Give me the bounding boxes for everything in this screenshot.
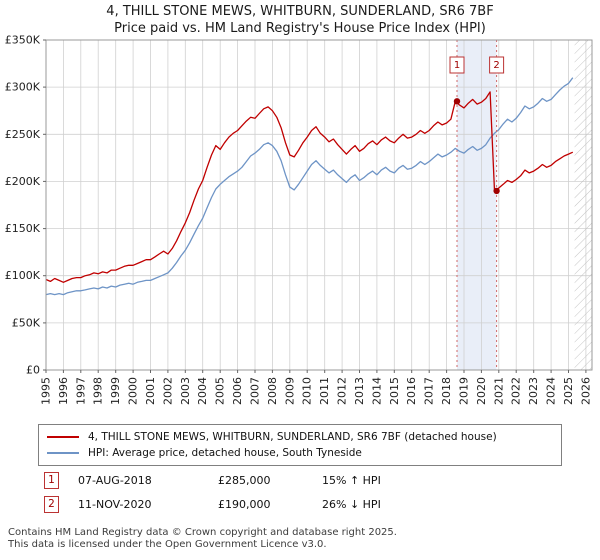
chart-title: 4, THILL STONE MEWS, WHITBURN, SUNDERLAN…	[106, 4, 494, 19]
between-sales-band	[457, 40, 497, 370]
y-tick-label: £100K	[5, 269, 41, 282]
chart-legend: 4, THILL STONE MEWS, WHITBURN, SUNDERLAN…	[38, 424, 562, 466]
x-tick-label: 2010	[301, 377, 314, 405]
sale-annotation-2: 2 11-NOV-2020 £190,000 26% ↓ HPI	[44, 495, 574, 513]
y-tick-label: £0	[26, 364, 40, 377]
sale-annotation-1: 1 07-AUG-2018 £285,000 15% ↑ HPI	[44, 471, 574, 489]
y-tick-label: £50K	[12, 316, 41, 329]
sale-1-number-badge: 1	[44, 471, 59, 489]
x-tick-label: 1996	[57, 377, 70, 405]
property-line-swatch	[47, 436, 79, 438]
sale-marker-1	[453, 98, 461, 105]
x-tick-label: 2017	[423, 377, 436, 405]
chart-subtitle: Price paid vs. HM Land Registry's House …	[114, 21, 486, 36]
sale-2-price: £190,000	[218, 497, 271, 511]
sale-1-date: 07-AUG-2018	[78, 473, 152, 487]
x-tick-label: 2001	[144, 377, 157, 405]
future-hatch-region	[574, 40, 592, 370]
x-tick-label: 2019	[458, 377, 471, 405]
x-tick-label: 1997	[74, 377, 87, 405]
legend-label-hpi: HPI: Average price, detached house, Sout…	[88, 447, 362, 459]
y-tick-label: £150K	[5, 222, 41, 235]
x-tick-label: 2021	[492, 377, 505, 405]
x-tick-label: 2018	[440, 377, 453, 405]
sale-1-hpi-delta: 15% ↑ HPI	[322, 473, 381, 487]
price-hpi-chart: 1 2 £0 £50K £100K £150K £200K £250K £300K £350K 19…	[5, 34, 593, 405]
x-tick-label: 2022	[510, 377, 523, 405]
x-tick-label: 2002	[161, 377, 174, 405]
footer-line-2: This data is licensed under the Open Gov…	[8, 538, 327, 550]
sale-2-date: 11-NOV-2020	[78, 497, 152, 511]
x-tick-label: 2006	[231, 377, 244, 405]
x-tick-label: 2000	[127, 377, 140, 405]
x-tick-label: 2026	[579, 377, 592, 405]
x-tick-label: 2020	[475, 377, 488, 405]
x-tick-label: 2005	[214, 377, 227, 405]
sale-badge-box-2	[489, 56, 505, 74]
x-tick-label: 2009	[283, 377, 296, 405]
x-tick-label: 2013	[353, 377, 366, 405]
x-tick-label: 2011	[318, 377, 331, 405]
hpi-line	[45, 77, 574, 296]
y-tick-label: £300K	[5, 81, 41, 94]
x-tick-label: 2003	[179, 377, 192, 405]
license-footer: Contains HM Land Registry data © Crown c…	[8, 527, 397, 550]
footer-line-1: Contains HM Land Registry data © Crown c…	[8, 527, 397, 538]
x-tick-label: 1999	[109, 377, 122, 405]
hpi-line-swatch	[47, 452, 79, 454]
property-price-line	[45, 91, 574, 283]
legend-item-property: 4, THILL STONE MEWS, WHITBURN, SUNDERLAN…	[47, 429, 553, 445]
legend-item-hpi: HPI: Average price, detached house, Sout…	[47, 445, 553, 461]
x-tick-label: 2012	[336, 377, 349, 405]
x-tick-label: 1995	[40, 377, 53, 405]
x-tick-label: 2015	[388, 377, 401, 405]
x-tick-label: 2016	[405, 377, 418, 405]
y-tick-label: £200K	[5, 175, 41, 188]
sale-2-number-badge: 2	[44, 495, 59, 513]
x-tick-label: 2014	[370, 377, 383, 405]
x-tick-label: 1998	[92, 377, 105, 405]
x-tick-label: 2004	[196, 377, 209, 405]
sale-badge-box-1	[449, 56, 465, 74]
x-tick-label: 2007	[249, 377, 262, 405]
sale-badge-number-2: 2	[493, 60, 499, 71]
y-tick-label: £250K	[5, 128, 41, 141]
plot-border	[45, 39, 593, 371]
sale-2-hpi-delta: 26% ↓ HPI	[322, 497, 381, 511]
x-tick-label: 2023	[527, 377, 540, 405]
x-tick-label: 2024	[545, 377, 558, 405]
sale-marker-2	[493, 187, 500, 195]
sale-1-price: £285,000	[218, 473, 271, 487]
y-tick-label: £350K	[5, 34, 41, 47]
x-tick-label: 2025	[562, 377, 575, 405]
sale-badge-number-1: 1	[454, 60, 460, 71]
legend-label-property: 4, THILL STONE MEWS, WHITBURN, SUNDERLAN…	[88, 431, 497, 443]
x-tick-label: 2008	[266, 377, 279, 405]
